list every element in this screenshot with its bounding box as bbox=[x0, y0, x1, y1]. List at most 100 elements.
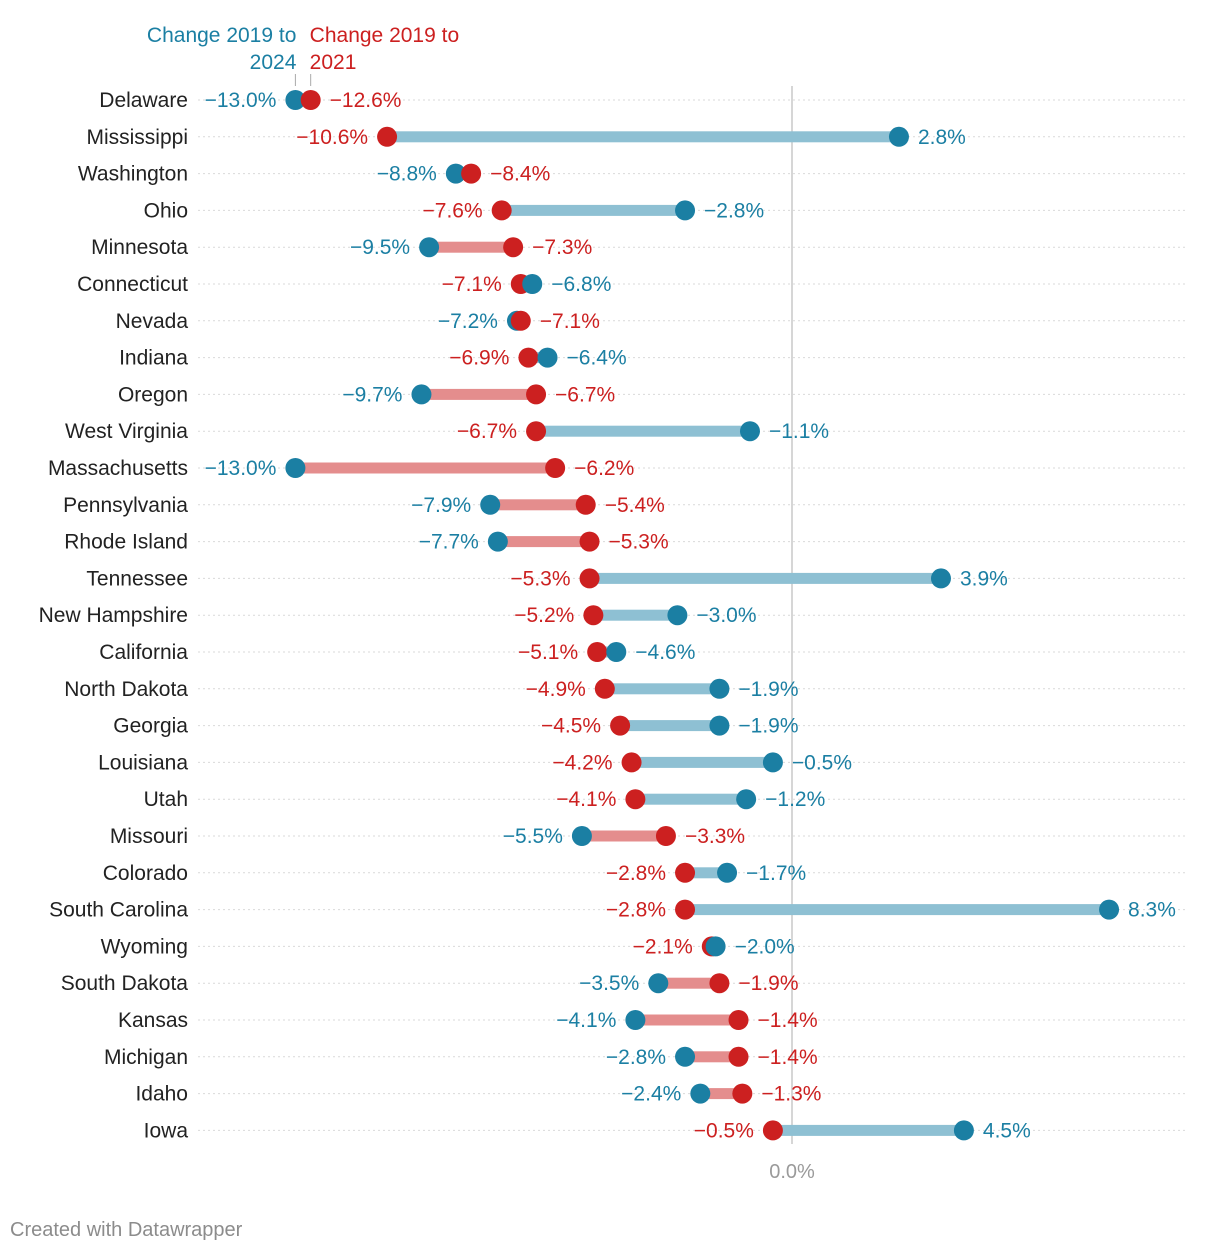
range-bar bbox=[620, 720, 720, 732]
category-label: Washington bbox=[78, 163, 188, 186]
dot-2021 bbox=[732, 1083, 753, 1104]
value-label-2021: −4.5% bbox=[541, 715, 601, 738]
value-label-2021: −7.1% bbox=[442, 273, 502, 296]
dot-2024 bbox=[739, 421, 760, 442]
gridlines bbox=[198, 99, 1188, 1131]
dot-2021 bbox=[728, 1010, 749, 1030]
range-bar bbox=[536, 425, 750, 437]
range-bar bbox=[589, 572, 941, 584]
value-label-2024: −7.7% bbox=[419, 531, 479, 554]
legend-2021-line: 2021 bbox=[310, 51, 357, 74]
value-label-2021: −1.4% bbox=[758, 1009, 818, 1032]
range-bars bbox=[295, 94, 1110, 1136]
dot-2024 bbox=[537, 347, 558, 368]
value-label-2024: −6.8% bbox=[551, 273, 611, 296]
category-label: Connecticut bbox=[77, 273, 188, 296]
value-label-2021: −4.2% bbox=[552, 751, 612, 774]
range-bar bbox=[635, 1014, 739, 1026]
category-label: Mississippi bbox=[86, 126, 188, 149]
dot-2021 bbox=[545, 458, 566, 478]
dot-2024 bbox=[709, 715, 730, 736]
dot-2024 bbox=[762, 752, 783, 773]
value-label-2021: −6.7% bbox=[555, 383, 615, 406]
range-bar bbox=[658, 977, 720, 989]
category-label: Ohio bbox=[144, 199, 188, 222]
value-label-2021: −0.5% bbox=[694, 1119, 754, 1142]
category-label: Oregon bbox=[118, 383, 188, 406]
dot-2024 bbox=[419, 237, 440, 258]
range-bar bbox=[700, 1088, 743, 1100]
value-label-2021: −7.1% bbox=[540, 310, 600, 333]
category-label: South Dakota bbox=[61, 972, 189, 995]
value-label-2021: −1.9% bbox=[738, 972, 798, 995]
value-label-2021: −2.8% bbox=[606, 862, 666, 885]
value-label-2024: −4.6% bbox=[635, 641, 695, 664]
category-label: New Hampshire bbox=[39, 604, 188, 627]
value-label-2024: −2.0% bbox=[735, 935, 795, 958]
value-label-2021: −5.2% bbox=[514, 604, 574, 627]
dot-2021 bbox=[610, 715, 631, 736]
dot-2021 bbox=[621, 752, 642, 773]
datawrapper-credit: Created with Datawrapper bbox=[10, 1219, 243, 1241]
value-label-2024: −1.7% bbox=[746, 862, 806, 885]
category-label: West Virginia bbox=[65, 420, 188, 443]
range-bar bbox=[295, 462, 556, 474]
dot-2024 bbox=[571, 826, 592, 846]
range-bar bbox=[685, 1051, 739, 1063]
category-label: Idaho bbox=[135, 1083, 188, 1106]
dot-2021 bbox=[526, 421, 547, 442]
value-label-2024: −6.4% bbox=[567, 347, 627, 370]
dot-2024 bbox=[480, 494, 501, 515]
dot-2024 bbox=[717, 862, 738, 883]
dot-2024 bbox=[709, 678, 730, 699]
category-label: California bbox=[99, 641, 188, 664]
legend-2021-line: Change 2019 to bbox=[310, 24, 459, 47]
value-label-2021: −7.3% bbox=[532, 236, 592, 259]
zero-axis: 0.0% bbox=[769, 86, 815, 1183]
value-label-2024: −7.2% bbox=[438, 310, 498, 333]
dot-2024 bbox=[888, 126, 909, 147]
category-label: Michigan bbox=[104, 1046, 188, 1069]
dot-2021 bbox=[300, 90, 321, 110]
value-label-2024: −13.0% bbox=[205, 457, 277, 480]
value-label-2024: 8.3% bbox=[1128, 899, 1176, 922]
category-label: Wyoming bbox=[101, 935, 188, 958]
range-bar bbox=[593, 609, 678, 621]
category-label: North Dakota bbox=[64, 678, 188, 701]
category-label: Kansas bbox=[118, 1009, 188, 1032]
value-label-2024: −1.9% bbox=[738, 678, 798, 701]
value-label-2021: −6.2% bbox=[574, 457, 634, 480]
category-label: Indiana bbox=[119, 347, 188, 370]
category-label: Delaware bbox=[99, 89, 188, 112]
dot-2021 bbox=[526, 384, 547, 405]
value-label-2024: −3.5% bbox=[579, 972, 639, 995]
value-label-2024: −8.8% bbox=[377, 163, 437, 186]
value-label-2021: −5.3% bbox=[510, 567, 570, 590]
dot-2021 bbox=[510, 310, 531, 331]
legend-2024-line: 2024 bbox=[250, 51, 297, 74]
value-label-2021: −4.9% bbox=[526, 678, 586, 701]
dot-2021 bbox=[583, 605, 604, 626]
value-label-2024: −2.4% bbox=[621, 1083, 681, 1106]
dot-2024 bbox=[675, 200, 696, 221]
dot-2021 bbox=[575, 494, 596, 515]
dot-2021 bbox=[518, 347, 539, 368]
value-label-2021: −6.7% bbox=[457, 420, 517, 443]
category-label: Minnesota bbox=[91, 236, 188, 259]
dot-2021 bbox=[625, 789, 646, 810]
dot-2024 bbox=[648, 973, 669, 994]
category-label: Georgia bbox=[113, 715, 188, 738]
category-label: Tennessee bbox=[86, 567, 188, 590]
value-label-2024: −7.9% bbox=[411, 494, 471, 517]
value-label-2021: −5.1% bbox=[518, 641, 578, 664]
zero-tick-label: 0.0% bbox=[769, 1161, 815, 1183]
value-label-2021: −1.3% bbox=[761, 1083, 821, 1106]
value-label-2021: −5.3% bbox=[609, 531, 669, 554]
dot-2021 bbox=[675, 899, 696, 920]
value-label-2024: −4.1% bbox=[556, 1009, 616, 1032]
value-label-2021: −2.8% bbox=[606, 899, 666, 922]
range-bar bbox=[631, 756, 773, 768]
range-bar bbox=[685, 904, 1110, 916]
value-label-2021: −10.6% bbox=[296, 126, 368, 149]
category-label: Utah bbox=[144, 788, 188, 811]
